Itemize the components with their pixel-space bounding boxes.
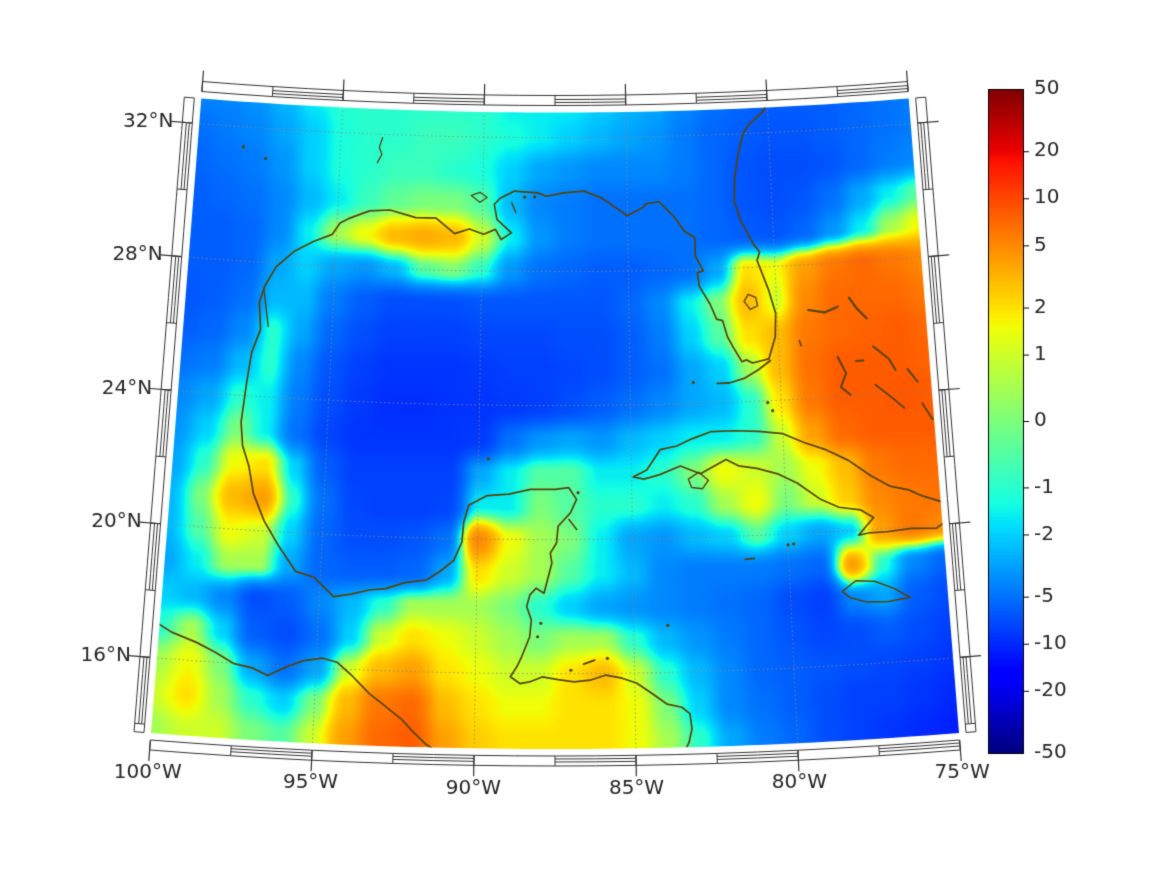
- figure: [0, 0, 1167, 875]
- map-heatmap-canvas: [0, 0, 1167, 875]
